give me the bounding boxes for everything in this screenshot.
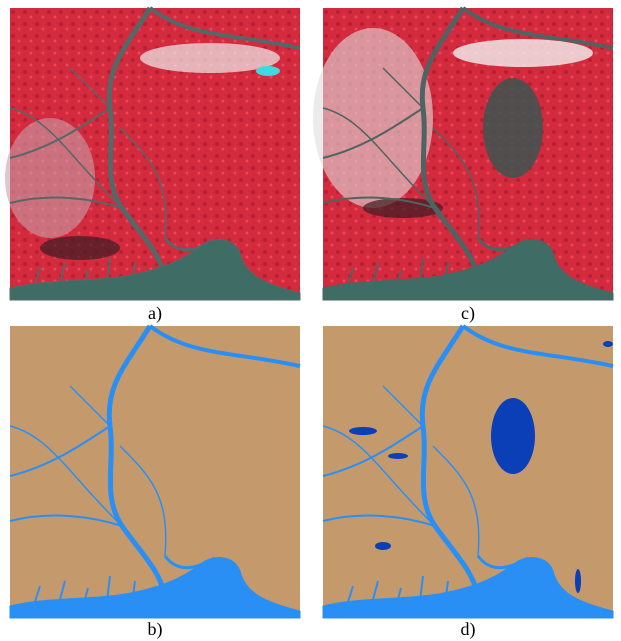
panel-label: b) <box>148 619 163 640</box>
panel-label: d) <box>461 619 476 640</box>
image-a <box>5 8 300 300</box>
figure: a) c) b) d) <box>0 0 621 641</box>
image-b <box>10 326 300 618</box>
panel-label: a) <box>148 303 162 324</box>
panel-label: c) <box>461 303 475 324</box>
image-c <box>313 8 613 300</box>
image-d <box>323 326 613 618</box>
